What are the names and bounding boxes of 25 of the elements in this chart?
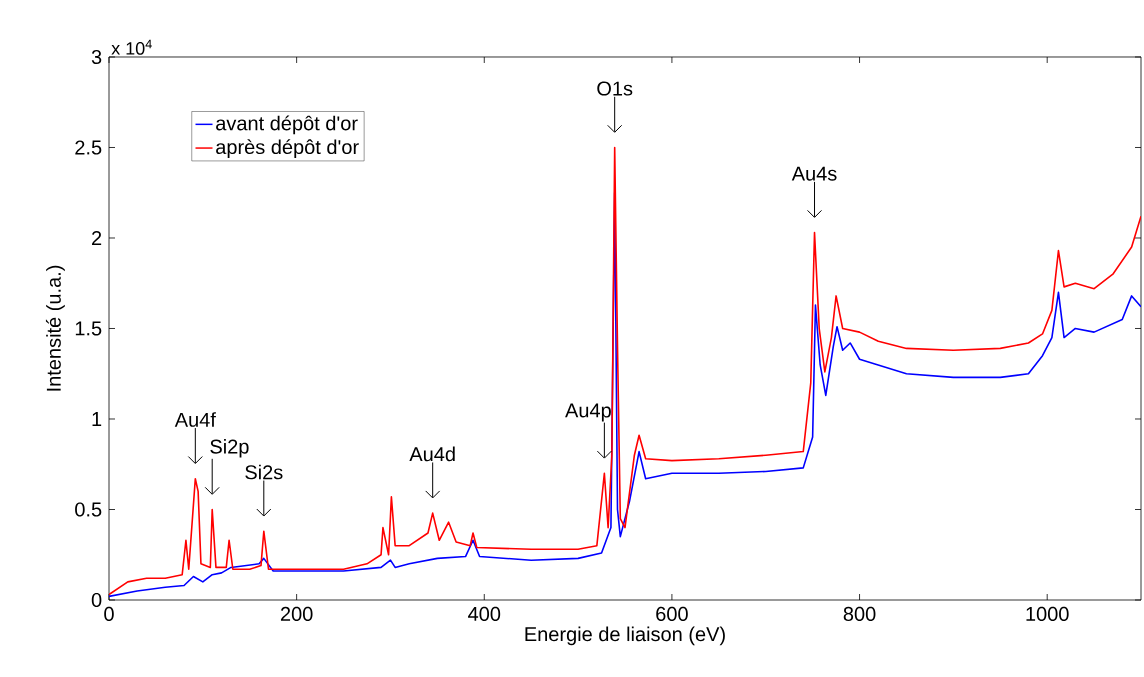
annotation: Si2s [245,464,283,480]
x-tick-label: 800 [843,606,876,622]
y-tick-label: 2 [92,231,102,245]
annotation: Au4p [565,403,611,422]
x-axis-title: Energie de liaison (eV) [525,626,725,646]
x-tick-label: 600 [656,606,688,622]
x-tick-label: 200 [280,606,313,622]
annotation: Au4d [409,446,455,462]
annotation: Au4f [174,412,216,427]
y-tick-label: 3 [91,49,102,65]
text: x 10$^{4}$ [111,39,152,55]
legend-label: après dépôt d'or [216,139,359,159]
y-tick-label: 1.5 [75,321,102,336]
y-tick-label: 0 [91,592,102,608]
annotation: O1s [597,81,633,96]
x-tick-label: 400 [468,606,501,622]
x-tick-label: 1000 [1026,606,1069,622]
y-tick-label: 2.5 [75,140,102,155]
x-tick-label: 0 [104,606,114,622]
y-axis-title: Intensité (u.a.) [45,265,65,391]
legend-label: avant dépôt d'or [216,115,358,135]
annotation: Si2p [210,438,249,458]
y-tick-label: 1 [92,412,102,426]
y-tick-label: 0.5 [75,502,102,517]
annotation: Au4s [791,166,837,181]
